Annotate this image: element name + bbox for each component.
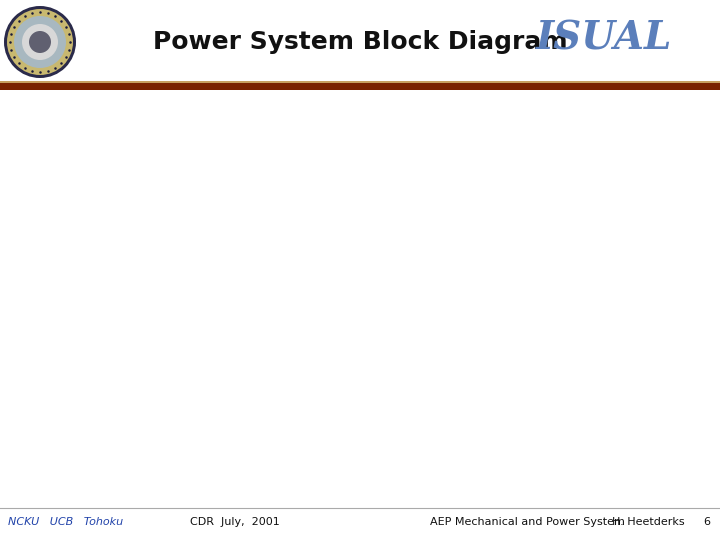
- Text: CDR  July,  2001: CDR July, 2001: [190, 517, 280, 527]
- Circle shape: [14, 16, 66, 68]
- Text: H. Heetderks: H. Heetderks: [612, 517, 685, 527]
- Circle shape: [29, 31, 51, 53]
- Text: 6: 6: [703, 517, 710, 527]
- Bar: [0, 83, 720, 90]
- Circle shape: [22, 24, 58, 60]
- Text: AEP Mechanical and Power System: AEP Mechanical and Power System: [430, 517, 625, 527]
- Text: ISUAL: ISUAL: [536, 19, 672, 57]
- Circle shape: [7, 9, 73, 75]
- Circle shape: [4, 6, 76, 78]
- Text: Power System Block Diagram: Power System Block Diagram: [153, 30, 567, 54]
- Text: NCKU   UCB   Tohoku: NCKU UCB Tohoku: [8, 517, 123, 527]
- Bar: [0, 81, 720, 83]
